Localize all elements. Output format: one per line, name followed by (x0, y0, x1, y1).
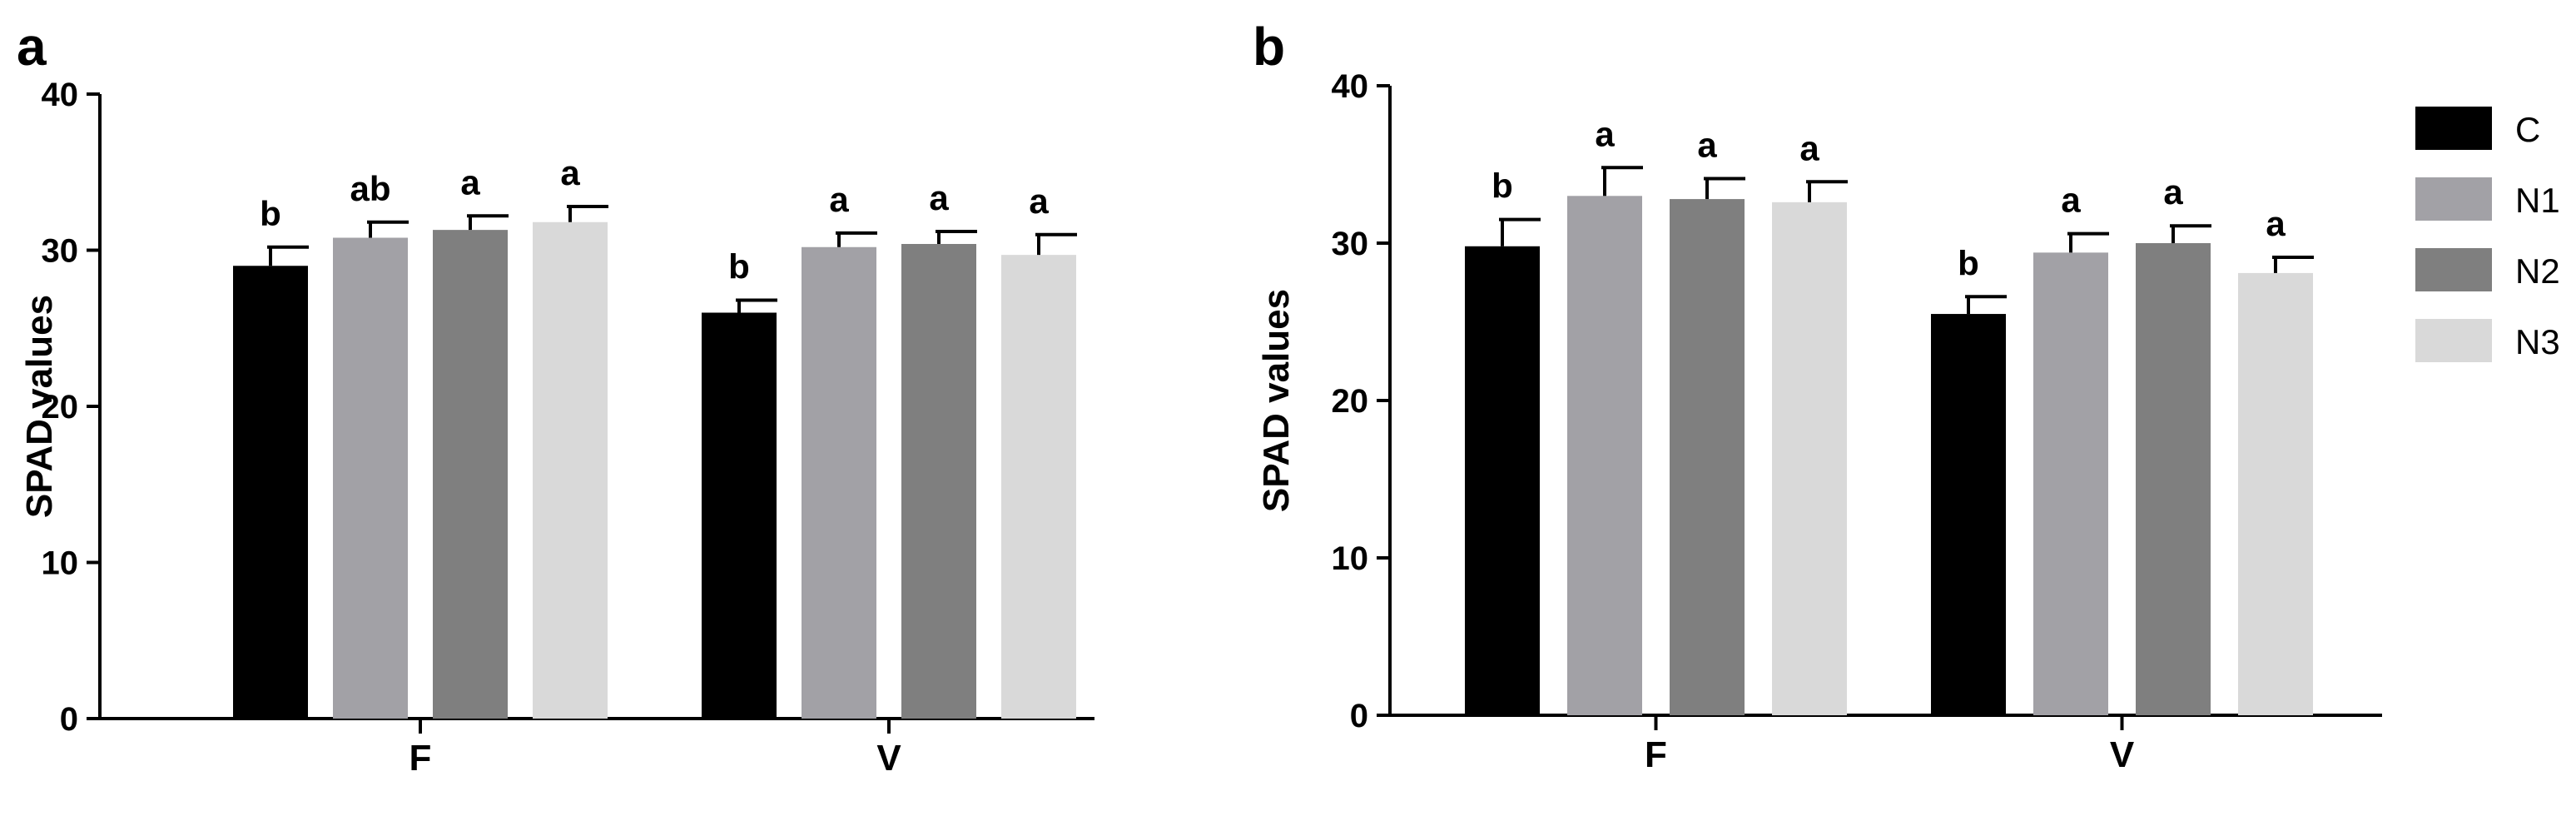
x-category-label: V (2110, 734, 2135, 775)
significance-letter: a (560, 153, 580, 192)
significance-letter: b (1491, 167, 1513, 206)
bar-c (702, 312, 777, 719)
significance-letter: a (2061, 181, 2081, 220)
bar-n3 (533, 221, 608, 719)
significance-letter: a (1697, 126, 1717, 165)
significance-letter: a (1595, 114, 1615, 153)
bar-c (1465, 246, 1540, 715)
bar-c (233, 266, 308, 719)
legend-label: N2 (2515, 251, 2560, 291)
significance-letter: b (1958, 243, 1979, 282)
y-tick-label: 10 (42, 545, 79, 582)
x-category-label: F (1645, 734, 1667, 775)
bar-n1 (2033, 252, 2108, 716)
bar-n3 (1001, 255, 1076, 719)
y-tick-label: 20 (1332, 383, 1369, 420)
legend-label: C (2515, 110, 2540, 149)
legend-label: N3 (2515, 322, 2560, 361)
significance-letter: b (260, 194, 281, 233)
bar-n3 (1772, 202, 1847, 716)
y-tick-label: 40 (42, 77, 79, 113)
significance-letter: a (460, 162, 480, 202)
y-tick-label: 30 (42, 233, 79, 270)
panel-letter: a (17, 17, 47, 77)
bar-n1 (333, 237, 408, 719)
significance-letter: a (929, 178, 949, 217)
legend-swatch-c (2415, 107, 2492, 150)
bar-n1 (1567, 196, 1642, 716)
y-tick-label: 10 (1332, 540, 1369, 577)
x-category-label: V (876, 738, 901, 779)
y-tick-label: 30 (1332, 226, 1369, 262)
y-tick-label: 0 (60, 701, 78, 738)
bar-n2 (433, 230, 508, 719)
legend-swatch-n1 (2415, 177, 2492, 221)
panel-a: a SPAD values 0 10 20 30 40 b ab a a Fb a a a V (17, 17, 1094, 779)
bar-n2 (1670, 199, 1745, 715)
y-axis-title: SPAD values (1256, 289, 1297, 512)
y-tick-label: 20 (42, 389, 79, 425)
bar-n3 (2238, 272, 2313, 715)
y-tick-label: 0 (1350, 698, 1368, 734)
panel-letter: b (1253, 17, 1285, 77)
y-tick-label: 40 (1332, 68, 1369, 105)
legend-swatch-n2 (2415, 248, 2492, 291)
bar-c (1931, 314, 2006, 715)
x-category-label: F (409, 738, 432, 779)
significance-letter: a (829, 180, 849, 219)
significance-letter: ab (350, 169, 390, 208)
significance-letter: a (1799, 128, 1819, 167)
significance-letter: b (728, 247, 750, 286)
bar-n2 (2136, 243, 2211, 715)
panel-b: b SPAD values 0 10 20 30 40 b a a a Fb a a a V (1253, 17, 2382, 775)
legend: C N1 N2 N3 (2415, 107, 2560, 362)
bar-n2 (901, 244, 976, 719)
bar-n1 (802, 246, 876, 719)
significance-letter: a (1029, 182, 1049, 221)
significance-letter: a (2266, 204, 2286, 243)
y-axis-title: SPAD values (19, 295, 60, 518)
legend-swatch-n3 (2415, 319, 2492, 362)
significance-letter: a (2163, 172, 2183, 211)
legend-label: N1 (2515, 181, 2560, 220)
